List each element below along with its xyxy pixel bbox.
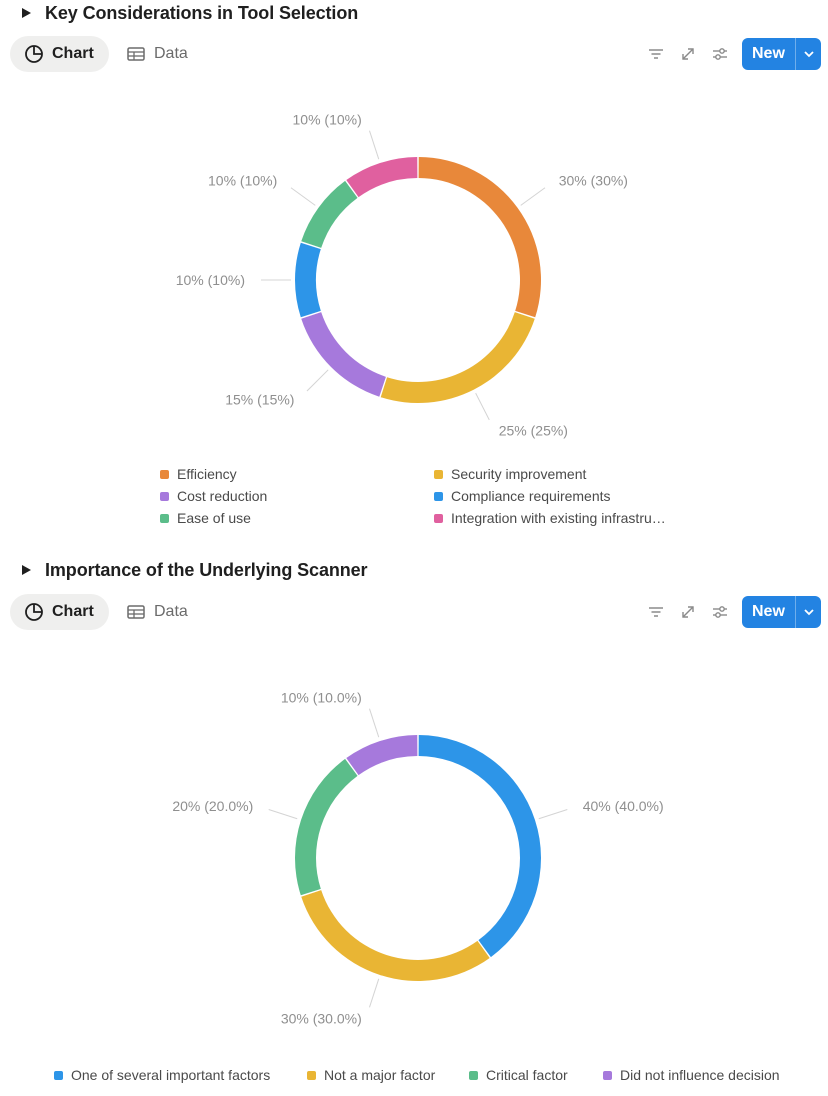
donut-slice[interactable]: [380, 312, 535, 403]
legend-item[interactable]: Did not influence decision: [603, 1067, 780, 1083]
legend-label: Did not influence decision: [620, 1067, 780, 1083]
legend-label: Efficiency: [177, 466, 237, 482]
legend-swatch: [603, 1070, 612, 1080]
legend-swatch: [160, 513, 169, 523]
tab-data[interactable]: Data: [112, 36, 202, 72]
legend-item[interactable]: Critical factor: [469, 1067, 568, 1083]
section-underlying-scanner: Importance of the Underlying Scanner Cha…: [0, 557, 828, 1096]
new-button-divider: [795, 38, 796, 70]
donut-slice[interactable]: [301, 180, 358, 248]
donut-chart: 40% (40.0%) 30% (30.0%) 20% (20.0%) 10% (10…: [172, 689, 664, 1027]
tab-chart-label: Chart: [52, 45, 94, 62]
legend-swatch: [54, 1070, 63, 1080]
legend-label: One of several important factors: [71, 1067, 271, 1083]
legend-item[interactable]: Integration with existing infrastru…: [434, 510, 666, 526]
legend-item[interactable]: Compliance requirements: [434, 488, 611, 504]
expand-icon[interactable]: [679, 45, 697, 63]
slice-leader-line: [475, 392, 490, 421]
legend-item[interactable]: Security improvement: [434, 466, 586, 482]
legend-label: Compliance requirements: [451, 488, 611, 504]
tab-data-label: Data: [154, 45, 188, 62]
chevron-down-icon[interactable]: [796, 47, 821, 61]
donut-slice[interactable]: [418, 157, 541, 318]
table-icon: [127, 605, 145, 619]
legend-swatch: [160, 491, 169, 501]
slice-label: 30% (30%): [559, 173, 628, 189]
tab-chart[interactable]: Chart: [10, 594, 109, 630]
view-toolbar: Chart Data New: [0, 36, 828, 74]
slice-leader-line: [369, 978, 380, 1008]
legend-label: Security improvement: [451, 466, 587, 482]
new-button-divider: [795, 596, 796, 628]
toggle-triangle-icon[interactable]: [22, 565, 31, 575]
legend-swatch: [307, 1070, 316, 1080]
donut-slice[interactable]: [346, 157, 418, 198]
slice-label: 40% (40.0%): [583, 798, 664, 814]
donut-slice[interactable]: [346, 735, 418, 776]
pie-chart-icon: [25, 603, 43, 621]
tab-data-label: Data: [154, 603, 188, 620]
slice-leader-line: [520, 187, 546, 206]
legend-label: Not a major factor: [324, 1067, 436, 1083]
section-title: Importance of the Underlying Scanner: [45, 559, 368, 580]
slice-label: 10% (10%): [176, 272, 245, 288]
slice-label: 20% (20.0%): [172, 798, 253, 814]
legend-item[interactable]: One of several important factors: [54, 1067, 270, 1083]
new-button[interactable]: New: [742, 596, 821, 628]
donut-slice[interactable]: [295, 758, 358, 896]
legend-item[interactable]: Not a major factor: [307, 1067, 435, 1083]
new-button-label: New: [752, 603, 785, 620]
toggle-triangle-icon[interactable]: [22, 8, 31, 18]
legend-label: Cost reduction: [177, 488, 268, 504]
section-title: Key Considerations in Tool Selection: [45, 2, 359, 23]
view-toolbar: Chart Data New: [0, 594, 828, 632]
tab-chart[interactable]: Chart: [10, 36, 109, 72]
expand-icon[interactable]: [679, 603, 697, 621]
donut-slice[interactable]: [418, 735, 541, 958]
donut-slice[interactable]: [295, 242, 321, 318]
tab-chart-label: Chart: [52, 603, 94, 620]
section-key-considerations: Key Considerations in Tool Selection Cha…: [0, 0, 828, 526]
legend-swatch: [160, 469, 169, 479]
slice-leader-line: [306, 369, 329, 392]
slice-label: 30% (30.0%): [281, 1011, 362, 1027]
slice-leader-line: [369, 708, 380, 738]
chevron-down-icon[interactable]: [796, 605, 821, 619]
legend-swatch: [434, 491, 443, 501]
settings-sliders-icon[interactable]: [711, 603, 729, 621]
slice-label: 25% (25%): [499, 423, 568, 439]
donut-slice[interactable]: [301, 890, 490, 981]
filter-icon[interactable]: [647, 603, 665, 621]
legend-item[interactable]: Cost reduction: [160, 488, 267, 504]
pie-chart-icon: [25, 45, 43, 63]
legend-item[interactable]: Efficiency: [160, 466, 237, 482]
slice-label: 10% (10.0%): [281, 689, 362, 705]
slice-label: 10% (10%): [293, 111, 362, 127]
table-icon: [127, 47, 145, 61]
slice-leader-line: [369, 130, 380, 160]
tab-data[interactable]: Data: [112, 594, 202, 630]
slice-leader-line: [538, 809, 568, 820]
legend-swatch: [434, 513, 443, 523]
slice-label: 15% (15%): [225, 392, 294, 408]
legend-label: Critical factor: [486, 1067, 568, 1083]
legend-label: Ease of use: [177, 510, 251, 526]
filter-icon[interactable]: [647, 45, 665, 63]
slice-label: 10% (10%): [208, 173, 277, 189]
settings-sliders-icon[interactable]: [711, 45, 729, 63]
section-header[interactable]: Key Considerations in Tool Selection: [22, 0, 358, 26]
legend-swatch: [469, 1070, 478, 1080]
legend-item[interactable]: Ease of use: [160, 510, 251, 526]
donut-slice[interactable]: [301, 312, 386, 397]
new-button-label: New: [752, 45, 785, 62]
slice-leader-line: [268, 809, 298, 820]
slice-leader-line: [290, 187, 316, 206]
legend-label: Integration with existing infrastru…: [451, 510, 666, 526]
new-button[interactable]: New: [742, 38, 821, 70]
section-header[interactable]: Importance of the Underlying Scanner: [22, 557, 368, 583]
legend-swatch: [434, 469, 443, 479]
donut-chart: 30% (30%) 25% (25%) 15% (15%) 10% (10%) 10% …: [176, 111, 628, 439]
